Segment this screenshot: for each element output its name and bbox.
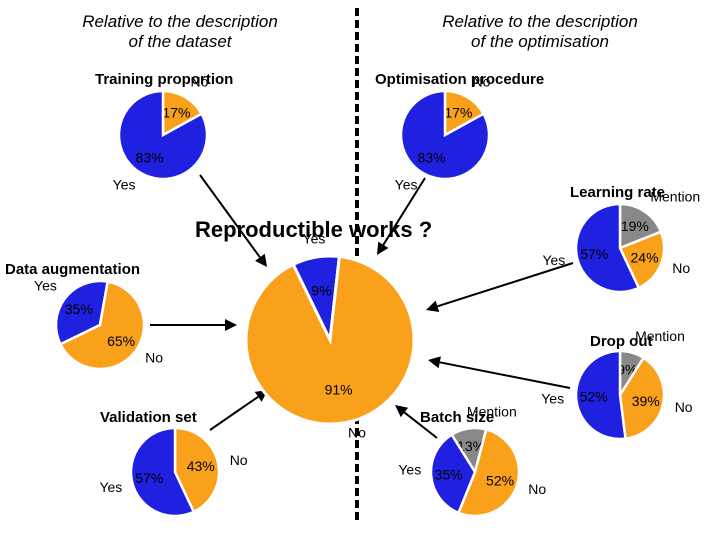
arrow-line (437, 263, 573, 306)
arrow-head (426, 301, 439, 312)
pie-title: Batch size (420, 409, 494, 426)
arrow-line (210, 397, 258, 430)
pie-title: Learning rate (570, 184, 665, 201)
slice-pct: 57% (580, 246, 608, 262)
slice-out-label: Yes (34, 278, 57, 294)
slice-pct: 65% (107, 333, 135, 349)
slice-pct: 35% (435, 466, 463, 482)
slice-pct: 83% (418, 150, 446, 166)
slice-pct: 52% (486, 472, 514, 488)
slice-pct: 9% (311, 282, 331, 298)
arrow-head (225, 319, 237, 331)
slice-out-label: No (672, 260, 690, 276)
arrow-head (395, 405, 408, 417)
slice-pct: 35% (65, 301, 93, 317)
arrow-line (440, 362, 570, 388)
slice-pct: 17% (162, 104, 190, 120)
arrow-line (200, 175, 260, 257)
pie-training-prop: 17%No83%Yes (113, 74, 209, 193)
slice-out-label: Yes (113, 176, 136, 192)
slice-out-label: No (145, 349, 163, 365)
pie-title: Optimisation procedure (375, 71, 544, 88)
pie-learning-rate: 19%Mention24%No57%Yes (542, 188, 700, 292)
slice-out-label: No (675, 399, 693, 415)
pie-title: Drop out (590, 333, 652, 350)
slice-out-label: Yes (99, 479, 122, 495)
pie-title: Data augmentation (5, 261, 140, 278)
slice-out-label: Yes (541, 390, 564, 406)
arrow-head (377, 242, 388, 255)
slice-out-label: No (230, 452, 248, 468)
slice-pct: 17% (444, 104, 472, 120)
slice-out-label: Yes (542, 252, 565, 268)
slice-out-label: Yes (303, 230, 326, 246)
slice-out-label: No (348, 425, 366, 441)
arrow-head (428, 356, 441, 368)
slice-pct: 57% (135, 470, 163, 486)
arrow-head (255, 254, 267, 267)
pie-title: Training proportion (95, 71, 233, 88)
slice-pct: 83% (136, 150, 164, 166)
slice-pct: 43% (187, 458, 215, 474)
slice-out-label: Yes (398, 462, 421, 478)
pie-val-set: 43% No 57% Yes (99, 428, 247, 516)
slice-pct: 91% (325, 382, 353, 398)
slice-pct: 19% (621, 218, 649, 234)
slice-out-label: No (528, 481, 546, 497)
slice-pct: 52% (580, 389, 608, 405)
slice-out-label: Yes (395, 176, 418, 192)
pie-opt-proc: 17%No83%Yes (395, 74, 491, 193)
slice-pct: 24% (631, 250, 659, 266)
pie-title: Validation set (100, 409, 197, 426)
chart-canvas: 9%Yes91%No17%No83%YesTraining proportion… (0, 0, 710, 542)
pie-center: 9% Yes 91% No (246, 230, 414, 440)
slice-pct: 39% (632, 393, 660, 409)
pie-data-aug: 35% Yes 65% No (34, 278, 163, 369)
